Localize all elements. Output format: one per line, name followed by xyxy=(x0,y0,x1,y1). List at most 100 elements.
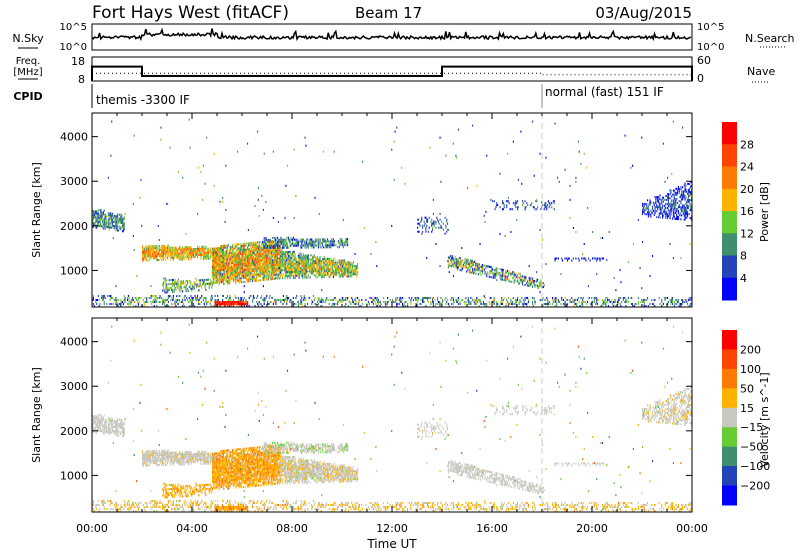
power-cell xyxy=(94,216,96,219)
power-cell xyxy=(219,281,221,284)
power-cell xyxy=(417,230,419,233)
power-cell xyxy=(332,242,334,245)
power-cell xyxy=(222,260,224,263)
power-cell xyxy=(142,251,144,254)
power-cell xyxy=(324,261,326,265)
power-cell xyxy=(302,274,304,277)
power-cell xyxy=(427,298,429,301)
power-cell xyxy=(459,265,461,268)
power-cell xyxy=(250,272,252,275)
power-cell xyxy=(285,275,287,278)
power-cell xyxy=(257,259,259,262)
power-cell xyxy=(332,302,334,305)
power-cell xyxy=(321,298,323,301)
power-cell xyxy=(242,254,244,257)
power-cell xyxy=(252,275,254,278)
power-cell xyxy=(252,243,254,246)
power-cell xyxy=(137,302,139,305)
power-cell xyxy=(230,270,232,273)
power-cell xyxy=(502,270,504,273)
power-cell xyxy=(464,262,466,265)
power-cell xyxy=(530,204,532,207)
power-cell xyxy=(517,282,519,285)
power-cell xyxy=(182,248,184,251)
power-cell xyxy=(326,246,328,249)
power-cell xyxy=(268,266,270,269)
power-cell xyxy=(215,249,217,252)
power-cell xyxy=(326,261,328,264)
power-cell xyxy=(643,205,645,208)
power-cell xyxy=(508,278,510,281)
power-cell xyxy=(274,269,276,272)
power-cell xyxy=(228,274,230,277)
power-cell xyxy=(295,260,297,263)
power-cell xyxy=(659,204,661,207)
power-cell xyxy=(175,254,177,257)
power-cell xyxy=(198,285,200,288)
power-cell xyxy=(473,300,475,303)
power-cell xyxy=(324,270,326,273)
power-cell xyxy=(334,265,336,268)
power-cell xyxy=(205,251,207,254)
power-cell xyxy=(690,181,692,184)
nave-series xyxy=(92,72,692,76)
power-cell xyxy=(248,270,250,273)
power-cell xyxy=(304,258,306,261)
power-cell xyxy=(663,210,665,213)
power-cell xyxy=(243,242,245,245)
power-cell xyxy=(256,243,258,246)
power-cell xyxy=(263,252,265,255)
power-cell xyxy=(227,262,229,265)
power-cell xyxy=(250,256,252,259)
power-cell xyxy=(310,260,312,263)
power-cell xyxy=(171,250,173,253)
power-cell xyxy=(184,294,186,297)
power-cell xyxy=(687,182,689,185)
power-cell xyxy=(248,250,250,253)
power-cell xyxy=(207,253,209,256)
power-cell xyxy=(272,254,274,257)
power-cell xyxy=(223,270,225,273)
power-cell xyxy=(258,247,260,250)
power-cell xyxy=(220,269,222,272)
power-cell xyxy=(162,285,164,288)
power-cell xyxy=(314,262,316,265)
power-cell xyxy=(236,269,238,272)
power-cell xyxy=(232,243,234,246)
power-cell xyxy=(251,262,253,265)
power-cell xyxy=(307,270,309,273)
power-cell xyxy=(680,214,682,217)
power-cell xyxy=(280,275,282,278)
power-cell xyxy=(171,287,173,290)
power-cell xyxy=(216,263,218,266)
power-cell xyxy=(199,279,201,282)
power-cell xyxy=(117,219,119,222)
power-cell xyxy=(584,257,586,260)
power-cell xyxy=(273,236,275,239)
power-cell xyxy=(102,298,104,301)
power-cell xyxy=(337,271,339,274)
power-cell xyxy=(262,276,264,279)
power-cell xyxy=(168,289,170,292)
power-cell xyxy=(241,296,243,299)
power-cell xyxy=(416,298,418,301)
power-cell xyxy=(372,302,374,305)
power-cell xyxy=(180,252,182,255)
power-cell xyxy=(216,267,218,270)
power-cell xyxy=(301,268,303,271)
power-cell xyxy=(245,250,247,253)
power-cell xyxy=(245,262,247,265)
power-cell xyxy=(297,238,299,241)
power-cell xyxy=(229,260,231,263)
power-cell xyxy=(532,300,534,303)
power-cell xyxy=(263,274,265,277)
power-cell xyxy=(377,304,379,307)
power-cell xyxy=(242,248,244,251)
power-cell xyxy=(512,271,514,274)
power-cell xyxy=(148,249,150,252)
power-cell xyxy=(209,282,211,285)
power-cell xyxy=(302,262,304,265)
power-cell xyxy=(346,238,348,241)
power-cell xyxy=(157,255,159,258)
power-cell xyxy=(440,302,442,305)
